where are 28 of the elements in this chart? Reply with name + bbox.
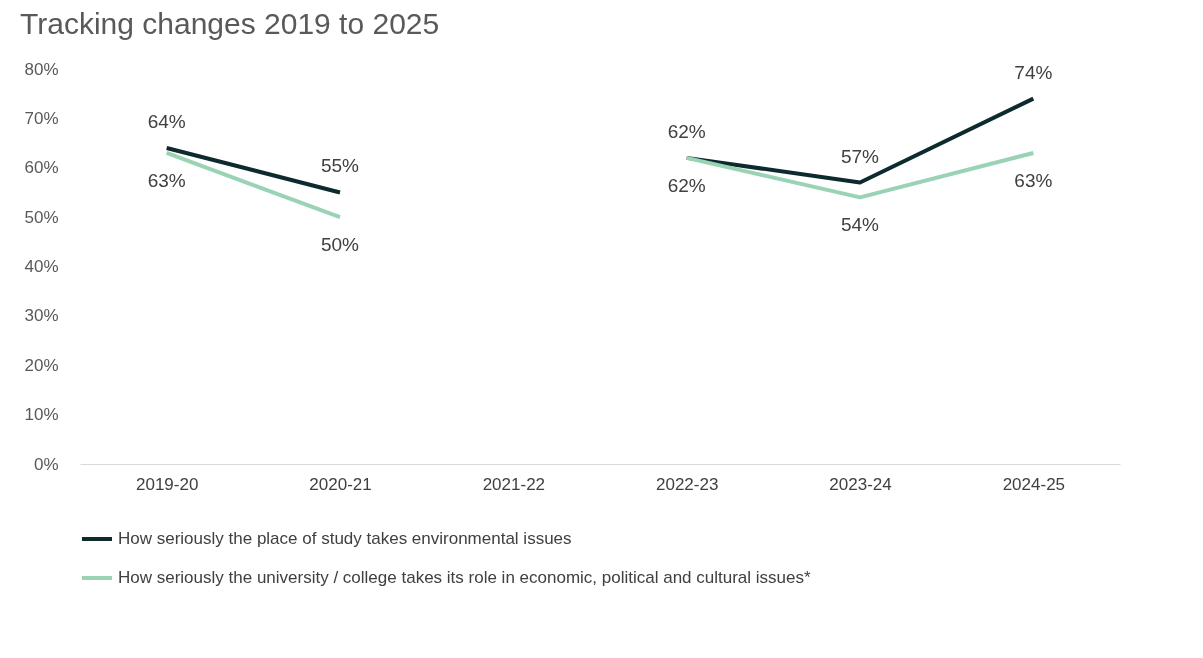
y-tick-label: 50% [24,207,59,227]
data-label: 63% [1014,169,1053,191]
y-tick-label: 60% [24,158,59,178]
data-label: 50% [320,234,360,256]
y-tick-label: 0% [33,454,59,474]
x-tick-label: 2019-20 [135,474,199,494]
x-tick-label: 2024-25 [1002,474,1066,494]
y-tick-label: 80% [24,59,59,79]
data-label: 55% [320,155,360,177]
data-label: 57% [840,145,880,167]
data-label: 64% [147,111,186,132]
data-label: 62% [667,174,706,196]
y-tick-label: 30% [24,306,59,326]
y-tick-label: 70% [24,108,59,128]
data-label: 74% [1014,61,1053,83]
x-tick-label: 2023-24 [829,474,892,494]
legend-label: How seriously the place of study takes environmental issues [118,529,572,548]
x-tick-label: 2022-23 [655,474,719,494]
chart-title: Tracking changes 2019 to 2025 [20,7,440,40]
data-label: 54% [840,214,880,236]
x-tick-label: 2021-22 [482,474,546,494]
data-label: 63% [147,169,186,191]
legend-label: How seriously the university / college takes its role in economic, political and cultural issues* [118,568,811,587]
x-tick-label: 2020-21 [309,474,372,494]
data-label: 62% [667,120,706,142]
y-tick-label: 20% [24,355,59,375]
y-tick-label: 10% [24,405,59,425]
y-tick-label: 40% [24,257,59,276]
